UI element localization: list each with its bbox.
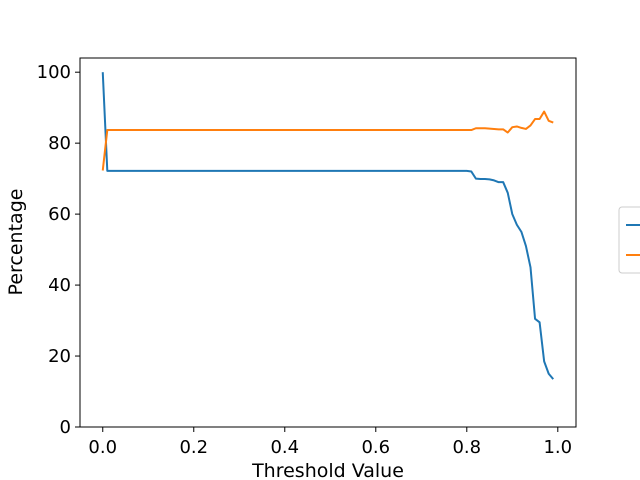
x-tick-label: 1.0 xyxy=(543,437,572,458)
y-axis-label: Percentage xyxy=(5,189,27,296)
x-axis-ticks: 0.0 0.2 0.4 0.6 0.8 1.0 xyxy=(88,427,572,458)
y-tick-label: 80 xyxy=(48,133,71,154)
x-tick-label: 0.6 xyxy=(361,437,390,458)
x-tick-label: 0.4 xyxy=(270,437,299,458)
series-line-2 xyxy=(101,110,554,171)
plot-frame xyxy=(79,57,577,428)
y-tick-label: 0 xyxy=(60,417,71,438)
series-line-1 xyxy=(101,72,555,380)
x-tick-label: 0.0 xyxy=(88,437,117,458)
legend xyxy=(618,206,640,274)
legend-frame xyxy=(618,206,640,274)
y-tick-label: 20 xyxy=(48,346,71,367)
y-tick-label: 100 xyxy=(37,62,71,83)
y-axis-ticks: 0 20 40 60 80 100 xyxy=(37,62,80,438)
x-tick-label: 0.2 xyxy=(179,437,208,458)
x-axis-label: Threshold Value xyxy=(251,460,404,480)
y-tick-label: 40 xyxy=(48,275,71,296)
plot-lines xyxy=(101,72,555,380)
x-tick-label: 0.8 xyxy=(452,437,481,458)
y-tick-label: 60 xyxy=(48,204,71,225)
